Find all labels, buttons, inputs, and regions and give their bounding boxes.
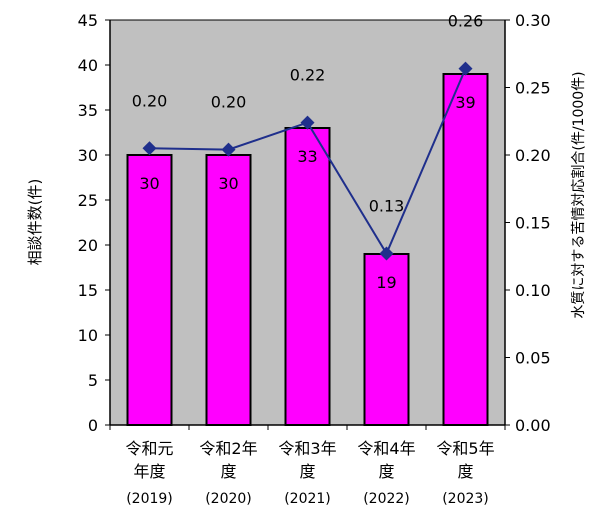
left-tick-label: 5	[88, 371, 98, 390]
right-tick-label: 0.25	[515, 79, 551, 98]
x-tick-label-line2: 年度	[133, 462, 165, 481]
y-axis-label: 相談件数(件)	[26, 179, 44, 266]
bar	[284, 127, 331, 426]
x-tick-label-line2: 度	[220, 462, 236, 481]
y2-axis-label: 水質に対する苦情対応割合(件/1000件)	[570, 71, 587, 318]
right-tick-label: 0.00	[515, 416, 551, 435]
bar	[205, 154, 252, 426]
left-tick-label: 30	[78, 146, 98, 165]
line-point	[458, 61, 473, 76]
line-value-label: 0.22	[290, 66, 326, 85]
left-tick-label: 25	[78, 191, 98, 210]
right-tick-label: 0.15	[515, 214, 551, 233]
line-point	[300, 115, 315, 130]
bar-value-label: 19	[376, 273, 396, 292]
x-tick-label-line2: 度	[299, 462, 315, 481]
bar-value-label: 39	[455, 93, 475, 112]
x-tick-label-year: (2023)	[442, 491, 489, 507]
x-tick-label-year: (2019)	[126, 491, 173, 507]
line-value-label: 0.20	[132, 91, 168, 110]
bar	[442, 73, 489, 426]
left-tick-label: 35	[78, 101, 98, 120]
bar	[126, 154, 173, 426]
right-tick-label: 0.20	[515, 146, 551, 165]
right-tick-label: 0.05	[515, 349, 551, 368]
right-tick-label: 0.30	[515, 11, 551, 30]
x-tick-label-year: (2020)	[205, 491, 252, 507]
bar-value-label: 30	[139, 174, 159, 193]
line-point	[221, 142, 236, 157]
bar-series	[126, 73, 489, 426]
line-point	[379, 246, 394, 261]
x-tick-label-year: (2022)	[363, 491, 410, 507]
line-point	[142, 141, 157, 156]
x-tick-label-line1: 令和4年	[357, 439, 415, 458]
bar-value-label: 30	[218, 174, 238, 193]
left-tick-label: 15	[78, 281, 98, 300]
x-tick-label-line2: 度	[378, 462, 394, 481]
x-tick-label-line2: 度	[457, 462, 473, 481]
bar-labels: 30 30 33 19 39	[139, 93, 475, 292]
bar-value-label: 33	[297, 147, 317, 166]
x-tick-label-line1: 令和5年	[436, 439, 494, 458]
left-tick-label: 0	[88, 416, 98, 435]
left-tick-label: 20	[78, 236, 98, 255]
left-tick-label: 45	[78, 11, 98, 30]
right-axis-ticks: 0.00 0.05 0.10 0.15 0.20 0.25 0.30	[505, 11, 551, 435]
line-value-label: 0.26	[448, 12, 484, 31]
left-tick-label: 10	[78, 326, 98, 345]
x-tick-label-line1: 令和3年	[278, 439, 336, 458]
left-axis-ticks: 0 5 10 15 20 25 30 35 40 45	[78, 11, 110, 435]
line-labels: 0.20 0.20 0.22 0.13 0.26	[132, 12, 484, 216]
line-series	[142, 61, 473, 261]
line-value-label: 0.20	[211, 93, 247, 112]
x-tick-label-line1: 令和2年	[199, 439, 257, 458]
x-tick-label-line1: 令和元	[125, 439, 173, 458]
right-tick-label: 0.10	[515, 281, 551, 300]
x-tick-label-year: (2021)	[284, 491, 331, 507]
left-tick-label: 40	[78, 56, 98, 75]
line-value-label: 0.13	[369, 197, 405, 216]
